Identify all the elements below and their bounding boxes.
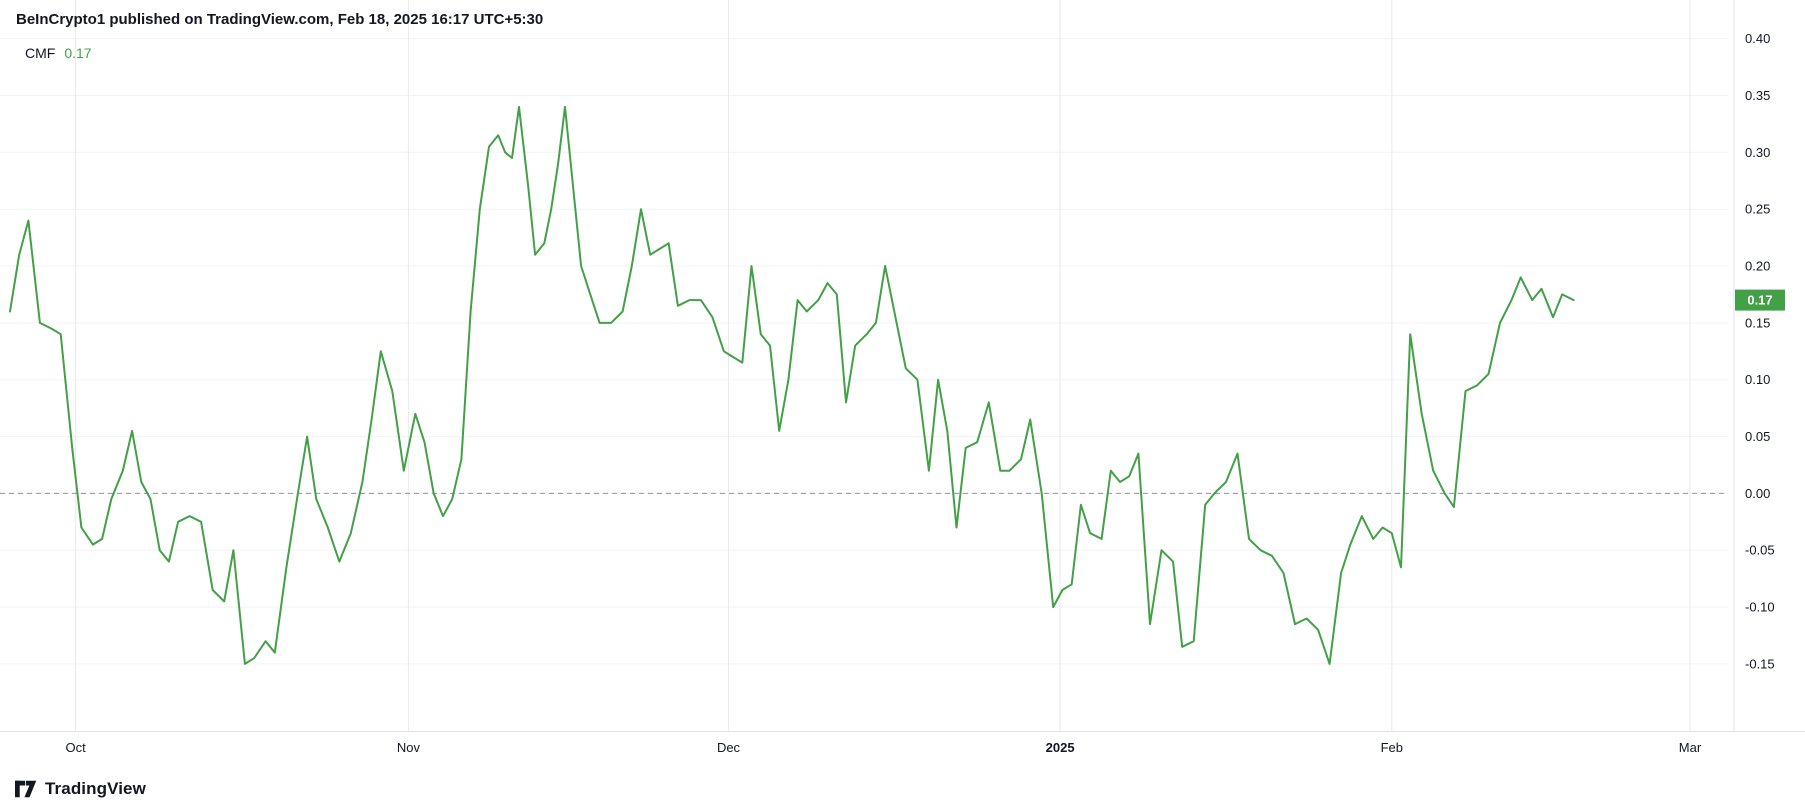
price-axis-label: 0.40	[1745, 31, 1770, 46]
price-axis-label: 0.35	[1745, 88, 1770, 103]
time-axis-label: Nov	[396, 740, 420, 755]
price-axis-label: -0.05	[1745, 543, 1775, 558]
price-axis-label: 0.30	[1745, 145, 1770, 160]
indicator-value: 0.17	[64, 45, 92, 61]
tradingview-logo-icon[interactable]	[15, 780, 37, 798]
price-axis-label: 0.10	[1745, 372, 1770, 387]
price-axis-label: -0.15	[1745, 656, 1775, 671]
time-axis-label: Feb	[1380, 740, 1403, 755]
tradingview-wordmark[interactable]: TradingView	[45, 779, 146, 798]
price-axis-label: 0.15	[1745, 315, 1770, 330]
time-axis-label: Mar	[1678, 740, 1702, 755]
attribution-text: BeInCrypto1 published on TradingView.com…	[16, 11, 544, 28]
price-axis-label: 0.25	[1745, 202, 1770, 217]
price-axis-label: -0.10	[1745, 600, 1775, 615]
indicator-legend[interactable]: CMF 0.17	[25, 45, 92, 61]
time-axis-label: Dec	[716, 740, 741, 755]
footer: TradingView	[15, 776, 146, 802]
price-axis-label: 0.05	[1745, 429, 1770, 444]
time-axis-label: Oct	[65, 740, 86, 755]
time-axis[interactable]: Oct Nov Dec 2025 Feb Mar	[0, 731, 1805, 769]
cmf-line-series	[9, 105, 1575, 665]
price-axis-label: 0.00	[1745, 486, 1770, 501]
chart-plot-area[interactable]: 0.40 0.35 0.30 0.25 0.20 0.15 0.10 0.05 0.00 -0.0…	[0, 0, 1805, 731]
indicator-name: CMF	[25, 45, 56, 61]
current-value-badge-text: 0.17	[1747, 293, 1772, 308]
price-axis-label: 0.20	[1745, 259, 1770, 274]
time-axis-label: 2025	[1045, 740, 1075, 755]
current-value-badge	[1735, 289, 1785, 311]
